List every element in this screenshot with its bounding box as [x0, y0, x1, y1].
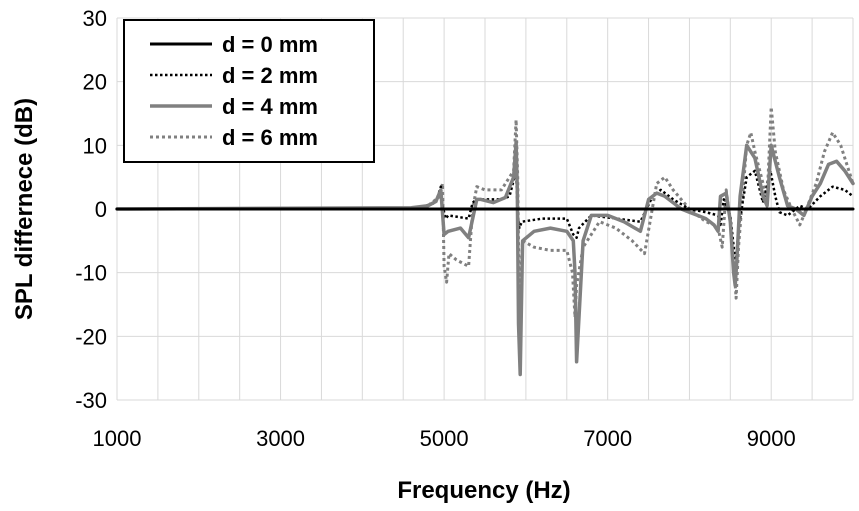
y-tick-label: 20: [83, 70, 107, 95]
legend-label-1: d = 0 mm: [222, 32, 318, 57]
legend-label-4: d = 6 mm: [222, 125, 318, 150]
y-axis-ticks: 30 20 10 0 -10 -20 -30: [75, 6, 107, 413]
y-axis-title: SPL differnece (dB): [11, 98, 38, 320]
series-line-3: [115, 140, 855, 377]
x-tick-label: 7000: [583, 426, 632, 451]
x-tick-label: 3000: [256, 426, 305, 451]
y-tick-label: 30: [83, 6, 107, 31]
x-axis-ticks: 1000 3000 5000 7000 9000: [93, 426, 796, 451]
series-layer: [115, 105, 855, 377]
series-line-2: [116, 169, 854, 262]
x-axis-title: Frequency (Hz): [397, 477, 570, 504]
y-tick-label: -10: [75, 261, 107, 286]
y-tick-label: -20: [75, 324, 107, 349]
x-tick-label: 5000: [420, 426, 469, 451]
legend-label-3: d = 4 mm: [222, 94, 318, 119]
y-tick-label: 0: [95, 197, 107, 222]
y-tick-label: 10: [83, 133, 107, 158]
y-tick-label: -30: [75, 388, 107, 413]
legend: d = 0 mm d = 2 mm d = 4 mm d = 6 mm: [123, 19, 375, 163]
x-tick-label: 9000: [747, 426, 796, 451]
legend-label-2: d = 2 mm: [222, 63, 318, 88]
x-tick-label: 1000: [93, 426, 142, 451]
